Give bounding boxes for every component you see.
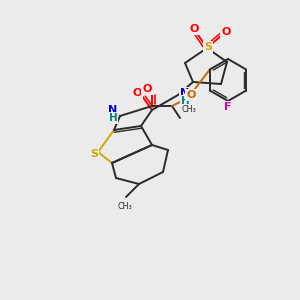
Text: S: S	[204, 42, 212, 52]
Text: O: O	[186, 90, 196, 100]
Text: F: F	[224, 102, 232, 112]
Text: CH₃: CH₃	[118, 202, 132, 211]
Text: N: N	[108, 105, 118, 115]
Text: N: N	[180, 88, 190, 98]
Text: O: O	[221, 27, 231, 37]
Text: H: H	[109, 113, 117, 123]
Text: O: O	[132, 88, 142, 98]
Text: S: S	[90, 149, 98, 159]
Text: H: H	[181, 96, 189, 106]
Text: O: O	[189, 24, 199, 34]
Text: O: O	[142, 84, 152, 94]
Text: CH₃: CH₃	[182, 105, 197, 114]
